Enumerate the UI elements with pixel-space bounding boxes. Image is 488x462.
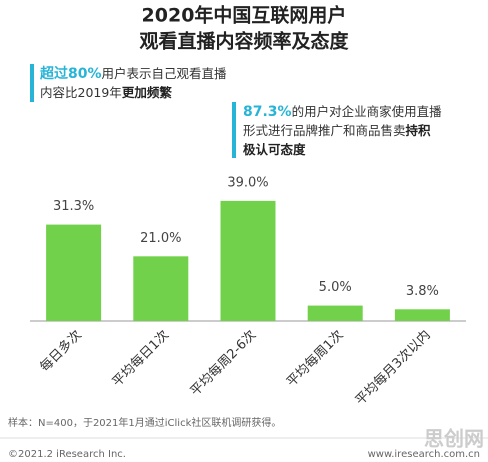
- x-tick-label: 平均每周1次: [283, 327, 346, 390]
- copyright: ©2021.2 iResearch Inc.: [8, 449, 126, 460]
- annotation-text: 极认可态度: [243, 142, 306, 157]
- x-tick-label: 每日多次: [37, 327, 85, 375]
- x-tick-label: 平均每日1次: [109, 327, 172, 390]
- source-note: 样本：N=400，于2021年1月通过iClick社区联机调研获得。: [8, 416, 281, 429]
- annotation-text: 持积: [406, 123, 432, 138]
- note-marker: [232, 102, 236, 158]
- website: www.iresearch.com.cn: [368, 449, 480, 460]
- chart-title: 观看直播内容频率及态度: [139, 30, 349, 53]
- annotation-text: 87.3%: [243, 104, 292, 120]
- annotation-text: 更加频繁: [122, 85, 173, 100]
- note-marker: [30, 64, 34, 102]
- bar: [394, 309, 450, 321]
- value-label: 5.0%: [319, 280, 352, 295]
- annotation-text: 内容比2019年: [40, 85, 122, 100]
- chart-title: 2020年中国互联网用户: [142, 4, 347, 27]
- annotation: 超过80%用户表示自己观看直播: [39, 65, 227, 82]
- bar: [133, 256, 189, 321]
- annotation-text: 形式进行品牌推广和商品售卖: [243, 123, 406, 138]
- watermark: 思创网: [424, 427, 484, 451]
- annotation-text: 用户表示自己观看直播: [102, 66, 228, 81]
- value-label: 3.8%: [406, 284, 439, 299]
- value-label: 21.0%: [140, 231, 181, 246]
- annotation: 内容比2019年更加频繁: [40, 85, 172, 100]
- annotation-text: 的用户对企业商家使用直播: [292, 104, 443, 119]
- value-label: 31.3%: [53, 199, 94, 214]
- value-label: 39.0%: [227, 175, 268, 190]
- bar: [46, 224, 102, 321]
- bar: [220, 200, 276, 321]
- x-tick-label: 平均每周2-6次: [187, 327, 259, 399]
- annotation-text: 超过80%: [39, 65, 102, 82]
- x-tick-label: 平均每月3次以内: [352, 327, 434, 409]
- annotation: 87.3%的用户对企业商家使用直播: [243, 104, 442, 121]
- annotation: 形式进行品牌推广和商品售卖持积: [243, 123, 431, 138]
- annotation: 极认可态度: [243, 142, 306, 157]
- bar: [307, 305, 363, 321]
